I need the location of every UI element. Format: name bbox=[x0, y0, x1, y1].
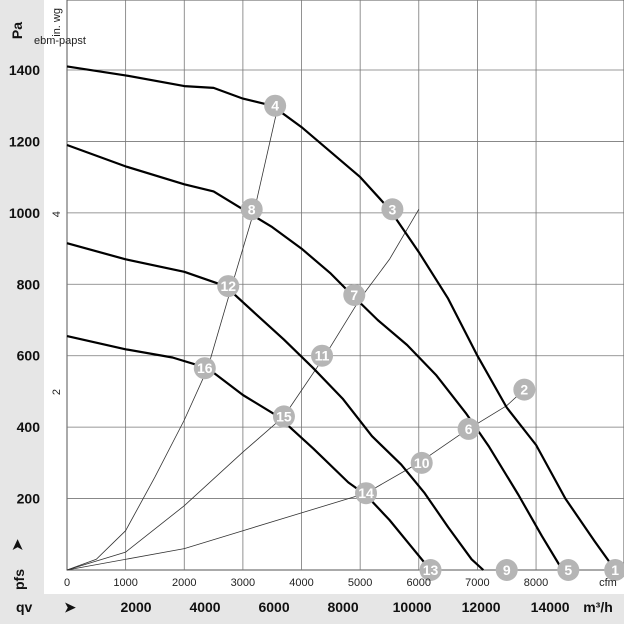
operating-point-marker bbox=[495, 559, 518, 581]
cfm-axis-tick: 7000 bbox=[465, 577, 489, 589]
operating-point-marker bbox=[264, 94, 287, 117]
operating-point-4: 4 bbox=[264, 94, 287, 117]
operating-point-marker bbox=[457, 417, 480, 440]
operating-point-label: 14 bbox=[358, 485, 374, 501]
operating-point-marker bbox=[355, 482, 378, 505]
pressure-axis-label: pfs bbox=[11, 569, 27, 590]
inner-axis-tick: 2 bbox=[51, 389, 63, 395]
cfm-axis-tick: 5000 bbox=[348, 577, 372, 589]
operating-point-15: 15 bbox=[272, 405, 295, 428]
operating-point-1: 1 bbox=[604, 559, 624, 581]
operating-point-label: 4 bbox=[271, 98, 279, 114]
operating-point-5: 5 bbox=[557, 559, 580, 581]
operating-point-label: 11 bbox=[315, 348, 330, 364]
operating-point-label: 7 bbox=[350, 287, 358, 303]
m3h-axis-tick: 4000 bbox=[189, 599, 220, 615]
plot-frame bbox=[66, 0, 624, 571]
operating-point-label: 8 bbox=[248, 201, 256, 217]
operating-point-label: 12 bbox=[220, 278, 236, 294]
operating-point-label: 9 bbox=[503, 562, 511, 578]
operating-point-marker bbox=[311, 344, 334, 367]
operating-point-9: 9 bbox=[495, 559, 518, 581]
operating-point-13: 13 bbox=[419, 559, 442, 581]
flow-axis-arrow: ➤ bbox=[64, 599, 76, 615]
m3h-axis-tick: 12000 bbox=[462, 599, 501, 615]
operating-point-16: 16 bbox=[193, 357, 216, 380]
chart-grid bbox=[66, 0, 624, 571]
operating-point-marker bbox=[513, 378, 536, 401]
operating-point-marker bbox=[193, 357, 216, 380]
operating-point-label: 1 bbox=[611, 562, 619, 578]
m3h-axis-tick: 2000 bbox=[120, 599, 151, 615]
watermark: ebm-papst bbox=[34, 35, 86, 47]
m3h-axis-tick: 8000 bbox=[327, 599, 358, 615]
operating-point-marker bbox=[557, 559, 580, 581]
bottom-axis-panel bbox=[0, 594, 624, 624]
operating-point-label: 10 bbox=[414, 455, 430, 471]
left-axis-tick: 400 bbox=[17, 419, 41, 435]
operating-point-label: 5 bbox=[564, 562, 572, 578]
watermark-text: ebm-papst bbox=[34, 35, 86, 47]
operating-point-label: 13 bbox=[423, 562, 439, 578]
m3h-axis-tick: 6000 bbox=[258, 599, 289, 615]
left-axis-tick: 1200 bbox=[9, 133, 40, 149]
operating-point-marker bbox=[343, 284, 366, 306]
fan-curve-3 bbox=[66, 242, 485, 571]
left-axis-panel bbox=[0, 0, 44, 624]
flow-axis-label: qv bbox=[16, 599, 33, 615]
operating-point-label: 16 bbox=[197, 360, 213, 376]
operating-point-12: 12 bbox=[217, 275, 240, 298]
operating-point-label: 15 bbox=[276, 408, 292, 424]
operating-point-label: 3 bbox=[389, 201, 397, 217]
cfm-axis-tick: 2000 bbox=[172, 577, 196, 589]
cfm-axis-unit: cfm bbox=[599, 577, 617, 589]
operating-point-8: 8 bbox=[240, 198, 263, 221]
operating-point-2: 2 bbox=[513, 378, 536, 401]
cfm-axis-tick: 1000 bbox=[113, 577, 137, 589]
cfm-axis-tick: 8000 bbox=[524, 577, 548, 589]
operating-point-marker bbox=[410, 451, 433, 474]
operating-point-label: 6 bbox=[465, 421, 473, 437]
inner-axis-unit: in. wg bbox=[51, 8, 63, 37]
cfm-axis-tick: 3000 bbox=[231, 577, 255, 589]
axis-labels: Pa in. wg 200 400 600 800 1000 1200 1400 2 4 0 1000 2… bbox=[9, 8, 617, 615]
operating-point-10: 10 bbox=[410, 451, 433, 474]
operating-point-3: 3 bbox=[381, 198, 404, 221]
fan-curve-4 bbox=[66, 335, 432, 571]
left-axis-tick: 1000 bbox=[9, 205, 40, 221]
m3h-axis-unit: m³/h bbox=[583, 599, 613, 615]
cfm-axis-tick: 6000 bbox=[407, 577, 431, 589]
operating-point-marker bbox=[217, 275, 240, 298]
cfm-axis-tick: 0 bbox=[64, 577, 70, 589]
operating-point-label: 2 bbox=[520, 382, 528, 398]
inner-axis-tick: 4 bbox=[51, 211, 63, 217]
operating-point-6: 6 bbox=[457, 417, 480, 440]
operating-point-11: 11 bbox=[311, 344, 334, 367]
operating-point-7: 7 bbox=[343, 284, 366, 306]
operating-point-14: 14 bbox=[355, 482, 378, 505]
operating-point-marker bbox=[272, 405, 295, 428]
operating-point-marker bbox=[604, 559, 624, 581]
system-curve-1 bbox=[66, 105, 279, 571]
pressure-axis-arrow: ➤ bbox=[9, 539, 25, 551]
left-axis-unit: Pa bbox=[9, 22, 25, 39]
m3h-axis-tick: 10000 bbox=[393, 599, 432, 615]
left-axis-tick: 600 bbox=[17, 348, 41, 364]
operating-point-marker bbox=[381, 198, 404, 221]
left-axis-tick: 800 bbox=[17, 276, 41, 292]
operating-point-marker bbox=[419, 559, 442, 581]
cfm-axis-tick: 4000 bbox=[289, 577, 313, 589]
m3h-axis-tick: 14000 bbox=[531, 599, 570, 615]
left-axis-tick: 200 bbox=[17, 491, 41, 507]
left-axis-tick: 1400 bbox=[9, 62, 40, 78]
operating-point-marker bbox=[240, 198, 263, 221]
